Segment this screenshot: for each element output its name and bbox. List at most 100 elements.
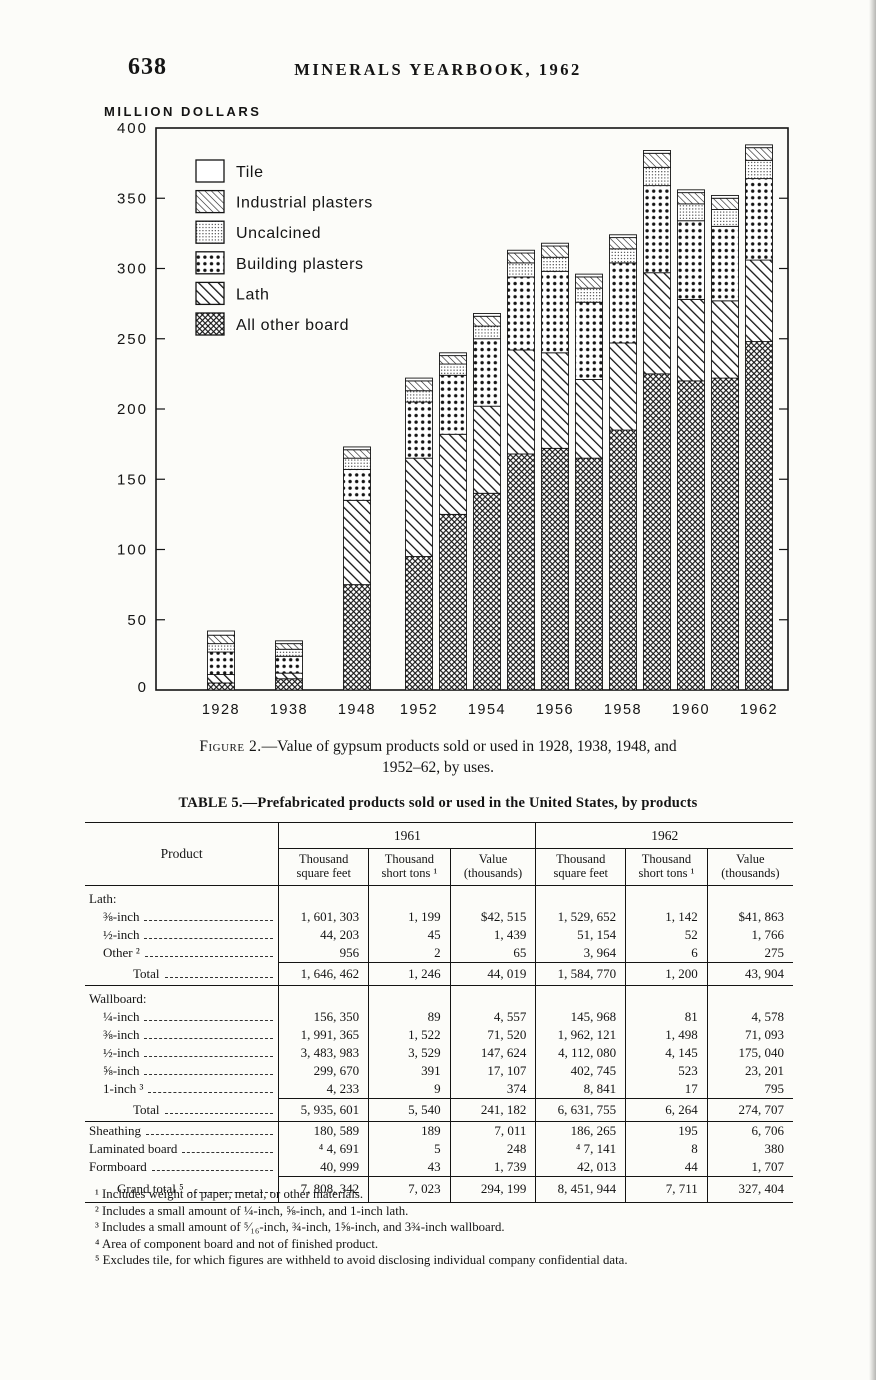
y-tick-label: 0 xyxy=(138,679,148,696)
dash-leader xyxy=(164,1112,274,1114)
value-cell: 294, 199 xyxy=(449,1176,536,1203)
bar-segment-lath xyxy=(439,433,467,515)
bar-segment-indplaster xyxy=(275,643,303,650)
bar-segment-lath xyxy=(643,272,671,375)
bar-segment-bplaster xyxy=(745,178,773,261)
product-cell: Other ² xyxy=(85,944,279,963)
value-cell: 9 xyxy=(368,1080,451,1099)
col-subheader: Value (thousands) xyxy=(449,848,536,886)
value-cell: 8, 841 xyxy=(535,1080,626,1099)
product-label: ⅜-inch xyxy=(103,909,140,924)
y-tick-label: 200 xyxy=(117,401,148,418)
table-row: Lath: xyxy=(85,885,793,908)
value-cell: 195 xyxy=(625,1121,708,1140)
y-tick-label: 400 xyxy=(117,120,148,137)
x-tick-label: 1958 xyxy=(604,702,642,718)
value-cell: 1, 707 xyxy=(706,1158,793,1177)
legend-swatch-board xyxy=(195,312,225,336)
bar-segment-bplaster xyxy=(575,301,603,380)
product-cell: ½-inch xyxy=(85,1044,279,1062)
footnote: ¹ Includes weight of paper, metal, or ot… xyxy=(95,1187,364,1201)
value-cell: 23, 201 xyxy=(706,1062,793,1080)
bar-segment-tile xyxy=(439,352,467,357)
bar-segment-uncalcined xyxy=(473,325,501,340)
value-cell: 3, 964 xyxy=(535,944,626,963)
value-cell: 391 xyxy=(368,1062,451,1080)
bar-segment-board xyxy=(439,513,467,691)
product-cell: Total xyxy=(85,1098,279,1122)
value-cell: 7, 711 xyxy=(625,1176,708,1203)
bar-segment-bplaster xyxy=(643,185,671,274)
value-cell xyxy=(278,885,369,908)
value-cell: 5, 540 xyxy=(368,1098,451,1122)
bar-segment-uncalcined xyxy=(643,166,671,187)
legend-swatch-indplaster xyxy=(195,189,225,214)
col-subheader: Value (thousands) xyxy=(706,848,793,886)
bar-segment-uncalcined xyxy=(343,457,371,470)
y-tick-label: 250 xyxy=(117,331,148,348)
value-cell: 17, 107 xyxy=(449,1062,536,1080)
value-cell xyxy=(449,885,536,908)
dash-leader xyxy=(144,937,274,939)
x-tick-label: 1938 xyxy=(270,702,308,718)
x-tick-label: 1960 xyxy=(672,702,710,718)
bar-segment-tile xyxy=(507,249,535,254)
bar-segment-lath xyxy=(275,672,303,680)
product-cell: 1-inch ³ xyxy=(85,1080,279,1099)
y-tick-label: 150 xyxy=(117,471,148,488)
value-cell: 40, 999 xyxy=(278,1158,369,1177)
dash-leader xyxy=(144,955,274,958)
bar-segment-uncalcined xyxy=(405,390,433,403)
value-cell: 44 xyxy=(625,1158,708,1177)
product-label: ½-inch xyxy=(103,927,140,942)
bar-segment-tile xyxy=(575,273,603,278)
value-cell: 4, 557 xyxy=(449,1008,536,1026)
value-cell: 275 xyxy=(706,944,793,963)
prefabricated-products-table: Product 1961 1962 Thousand square feet Thous… xyxy=(85,822,793,1203)
value-cell: 6, 264 xyxy=(625,1098,708,1122)
value-cell: 1, 991, 365 xyxy=(278,1026,369,1044)
bar-segment-board xyxy=(541,447,569,691)
value-cell: 1, 739 xyxy=(449,1158,536,1177)
bar-segment-board xyxy=(677,380,705,691)
figure-caption: Figure 2.—Value of gypsum products sold … xyxy=(0,736,876,778)
product-label: Total xyxy=(133,965,160,981)
value-cell: 1, 766 xyxy=(706,926,793,944)
bar-segment-bplaster xyxy=(677,220,705,300)
value-cell: 1, 962, 121 xyxy=(535,1026,626,1044)
bar-segment-lath xyxy=(711,300,739,379)
y-tick-label: 50 xyxy=(127,612,148,629)
value-cell: 1, 200 xyxy=(625,962,708,986)
value-cell: 523 xyxy=(625,1062,708,1080)
bar-segment-board xyxy=(343,584,371,691)
bar-segment-board xyxy=(643,373,671,691)
bar-segment-indplaster xyxy=(575,276,603,289)
value-cell: 327, 404 xyxy=(706,1176,793,1203)
bar-segment-bplaster xyxy=(439,374,467,435)
value-cell: 147, 624 xyxy=(449,1044,536,1062)
page-number: 638 xyxy=(128,54,167,80)
bar-segment-uncalcined xyxy=(609,248,637,264)
value-cell: 1, 584, 770 xyxy=(535,962,626,986)
product-label: 1-inch ³ xyxy=(103,1081,144,1097)
value-cell: 402, 745 xyxy=(535,1062,626,1080)
value-cell: 6 xyxy=(625,944,708,963)
bar-segment-bplaster xyxy=(405,401,433,459)
legend-label: Lath xyxy=(236,286,270,303)
footnote: ⁴ Area of component board and not of fin… xyxy=(95,1236,379,1251)
bar-segment-board xyxy=(405,556,433,691)
value-cell: 43, 904 xyxy=(706,962,793,986)
bar-segment-uncalcined xyxy=(275,648,303,657)
value-cell: $41, 863 xyxy=(706,908,793,926)
value-cell: ⁴ 7, 141 xyxy=(535,1140,626,1158)
value-cell: 1, 522 xyxy=(368,1026,451,1044)
y-tick-label: 100 xyxy=(117,542,148,559)
bar-segment-bplaster xyxy=(343,468,371,501)
bar-segment-tile xyxy=(473,313,501,317)
value-cell: 956 xyxy=(278,944,369,963)
value-cell: 8 xyxy=(625,1140,708,1158)
value-cell: 7, 011 xyxy=(449,1121,536,1140)
value-cell: 180, 589 xyxy=(278,1121,369,1140)
table-row: Wallboard: xyxy=(85,985,793,1008)
product-label: Grand total ⁵ xyxy=(117,1180,184,1196)
